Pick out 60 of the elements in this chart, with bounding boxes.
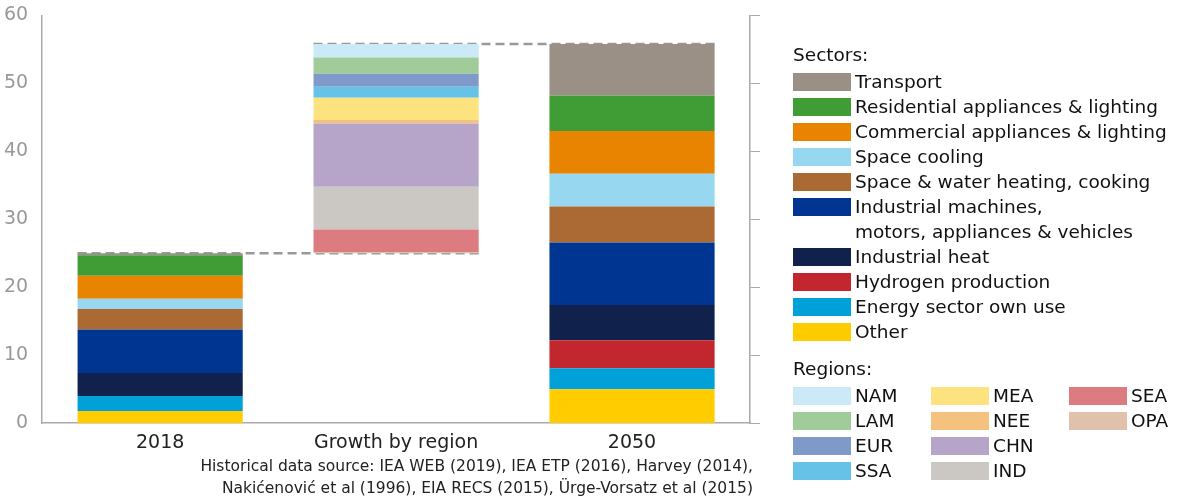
bar [549,368,715,390]
bar [77,372,243,397]
bar [313,43,479,58]
legend-label: Other [855,320,908,344]
bar [313,229,479,252]
legend-label: Residential appliances & lighting [855,95,1158,119]
x-tick-label: 2050 [607,429,657,452]
legend-label: Industrial machines, motors, appliances & vehicles [855,195,1133,244]
legend-label: Transport [855,70,942,94]
bar [549,206,715,243]
legend-label: CHN [993,435,1034,456]
legend-label: IND [993,460,1027,481]
bar [77,396,243,411]
legend-label: Space cooling [855,145,984,169]
legend-label: MEA [993,385,1034,406]
legend-label: Industrial heat [855,245,990,269]
legend-label: SEA [1131,385,1168,406]
bar [313,57,479,74]
text: Regions: [793,358,874,379]
y-tick-label: 30 [3,206,29,229]
bar [77,255,243,276]
bar [313,73,479,87]
legend-label: OPA [1131,410,1169,431]
legend-label: Space & water heating, cooking [855,170,1151,194]
bar [313,86,479,98]
bar [549,340,715,369]
text: Historical data source: IEA WEB (2019), IEA ETP (2016), Harvey (2014), Nakićenović et al (1996), EIA RECS (2015), Ürge-Vorsatz et al (2015) [199,456,753,499]
legend-label: LAM [855,410,895,431]
bar [313,97,479,121]
bar [549,173,715,207]
bar [77,275,243,299]
bar [77,410,243,424]
legend-label: Hydrogen production [855,270,1051,294]
y-tick-label: 10 [3,342,29,365]
x-tick-label: Growth by region [313,429,479,452]
bar [549,130,715,174]
legend-label: EUR [855,435,894,456]
x-tick-label: 2018 [135,429,185,452]
legend-title: Sectors: [793,44,870,65]
bar [77,298,243,310]
bar [549,389,715,424]
bar [77,329,243,373]
bar [77,253,243,256]
legend-label: SSA [855,460,892,481]
bar [549,304,715,341]
bar [549,43,715,96]
y-tick-label: 50 [3,70,29,93]
legend-label: NAM [855,385,898,406]
bar [549,242,715,305]
bar [313,186,479,230]
y-tick-label: 20 [3,274,29,297]
y-tick-label: 60 [3,2,29,25]
bar [77,309,243,330]
bar [549,95,715,131]
legend-label: NEE [993,410,1031,431]
y-tick-label: 0 [16,410,29,433]
bar [313,123,479,187]
y-tick-label: 40 [3,138,29,161]
legend-label: Energy sector own use [855,295,1066,319]
legend-label: Commercial appliances & lighting [855,120,1167,144]
